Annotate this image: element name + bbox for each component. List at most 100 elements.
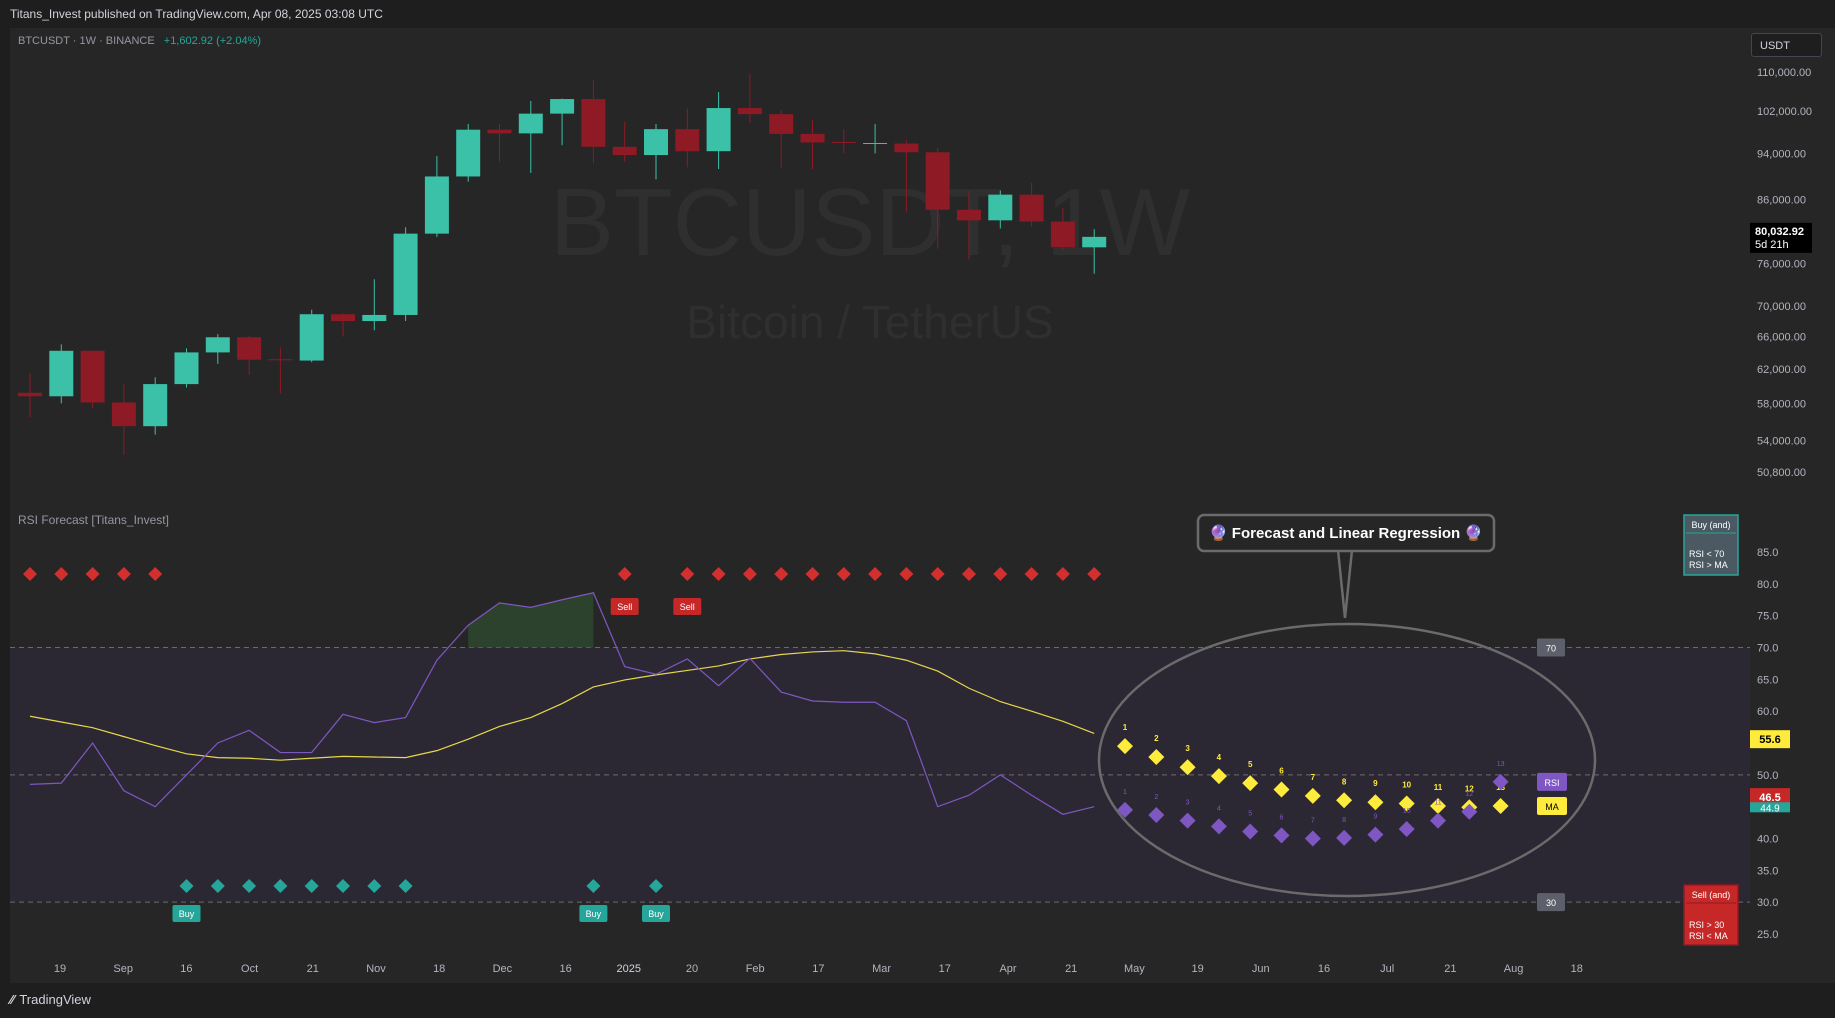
- price-axis-label: 110,000.00: [1757, 67, 1811, 79]
- rsi-axis-label: 35.0: [1757, 865, 1778, 877]
- candle: [894, 139, 919, 212]
- time-axis-label: 18: [1571, 963, 1583, 975]
- buy-marker: [586, 879, 601, 893]
- time-axis-label: May: [1124, 963, 1145, 975]
- candle-body: [894, 143, 919, 153]
- price-axis-label: 86,000.00: [1757, 194, 1806, 206]
- forecast-rsi-marker: [1461, 803, 1478, 820]
- level-70-box: [1537, 638, 1565, 657]
- publish-header: Titans_Invest published on TradingView.c…: [0, 0, 1835, 28]
- time-axis-label: 20: [686, 963, 698, 975]
- candle: [237, 335, 262, 375]
- candle: [831, 129, 856, 154]
- forecast-rsi-marker: [1398, 820, 1415, 837]
- forecast-ma-marker: [1430, 798, 1446, 815]
- candle-body: [80, 350, 105, 403]
- candle: [769, 110, 794, 169]
- candle: [1050, 207, 1075, 250]
- candle: [1082, 229, 1107, 274]
- candle-body: [675, 129, 700, 152]
- sell-marker: [148, 567, 163, 581]
- rsi-axis-label: 40.0: [1757, 834, 1778, 846]
- rsi-axis-label: 60.0: [1757, 706, 1778, 718]
- sell-marker: [836, 567, 851, 581]
- symbol-name: BTCUSDT · 1W · BINANCE: [18, 35, 155, 47]
- footer: ⁄⁄ TradingView: [0, 983, 1835, 1018]
- forecast-ma-marker: [1398, 795, 1415, 812]
- ma-value: 55.6: [1759, 734, 1780, 746]
- forecast-rsi-label: 5: [1248, 810, 1252, 817]
- forecast-ellipse: [1097, 622, 1597, 898]
- forecast-ma-label: 8: [1342, 777, 1347, 786]
- sell-marker: [617, 567, 632, 581]
- time-axis-label: Mar: [872, 963, 891, 975]
- forecast-ma-label: 9: [1373, 779, 1378, 788]
- sell-marker: [116, 567, 131, 581]
- candle: [143, 377, 168, 435]
- sell-and-box: [1683, 884, 1739, 946]
- candle-body: [1082, 236, 1107, 248]
- price-axis-label: 70,000.00: [1757, 301, 1806, 313]
- rsi-axis-label: 50.0: [1757, 770, 1778, 782]
- buy-marker: [649, 879, 663, 893]
- callout-box: [1196, 513, 1496, 553]
- sell-marker: [805, 567, 820, 581]
- time-axis-label: 18: [433, 963, 445, 975]
- sell-marker: [680, 567, 695, 581]
- sell-marker: [868, 567, 883, 581]
- candle-body: [331, 314, 355, 322]
- price-axis[interactable]: [1750, 28, 1835, 983]
- buy-marker: [367, 879, 382, 893]
- currency-selector[interactable]: USDT: [1751, 33, 1822, 57]
- forecast-ma-marker: [1273, 781, 1290, 798]
- candle: [675, 108, 700, 168]
- candle-body: [800, 133, 825, 143]
- candle: [393, 227, 418, 322]
- rsi-axis-label: 30.0: [1757, 897, 1778, 909]
- time-axis-label: Nov: [366, 963, 386, 975]
- indicator-title[interactable]: RSI Forecast [Titans_Invest]: [18, 513, 169, 527]
- tradingview-logo[interactable]: ⁄⁄ TradingView: [10, 992, 91, 1007]
- current-price-value: 80,032.92: [1755, 226, 1804, 238]
- candle: [80, 350, 105, 408]
- buy-signal-label: Buy: [586, 909, 602, 919]
- time-axis-label: Apr: [999, 963, 1016, 975]
- sell-marker: [899, 567, 914, 581]
- time-axis-label: 21: [1065, 963, 1077, 975]
- time-axis-label: 17: [939, 963, 951, 975]
- sell-marker: [930, 567, 945, 581]
- sell-marker: [23, 567, 37, 581]
- time-axis-label: 19: [1191, 963, 1203, 975]
- time-axis-label: Feb: [746, 963, 765, 975]
- buy-signal-label: Buy: [179, 909, 195, 919]
- sell-marker: [993, 567, 1008, 581]
- forecast-rsi-marker: [1179, 812, 1196, 829]
- current-price-countdown: 5d 21h: [1755, 239, 1789, 251]
- candle: [800, 120, 825, 170]
- candle: [518, 101, 543, 174]
- rsi-axis-label: 25.0: [1757, 929, 1778, 941]
- rsi-value-box: [1750, 788, 1790, 807]
- sell-marker: [1055, 567, 1070, 581]
- forecast-ma-marker: [1117, 738, 1133, 755]
- rsi-axis-label: 75.0: [1757, 611, 1778, 623]
- buy-signal-label: Buy: [648, 909, 664, 919]
- candle-body: [362, 314, 387, 322]
- price-axis-label: 58,000.00: [1757, 398, 1806, 410]
- rsi-axis-label: 85.0: [1757, 547, 1778, 559]
- rsi-axis-label: 65.0: [1757, 674, 1778, 686]
- sell-marker: [1087, 567, 1102, 581]
- time-axis-label: 16: [180, 963, 192, 975]
- candle: [988, 190, 1013, 229]
- price-axis-label: 66,000.00: [1757, 331, 1806, 343]
- candle-body: [424, 176, 449, 234]
- candle-body: [957, 209, 981, 221]
- watermark-symbol: BTCUSDT, 1W: [550, 169, 1190, 276]
- rsi-tag: RSI: [1544, 778, 1559, 788]
- forecast-ma-label: 5: [1248, 760, 1253, 769]
- forecast-ma-marker: [1210, 768, 1227, 785]
- forecast-rsi-label: 9: [1373, 814, 1377, 821]
- sell-marker: [962, 567, 976, 581]
- sell-marker: [711, 567, 726, 581]
